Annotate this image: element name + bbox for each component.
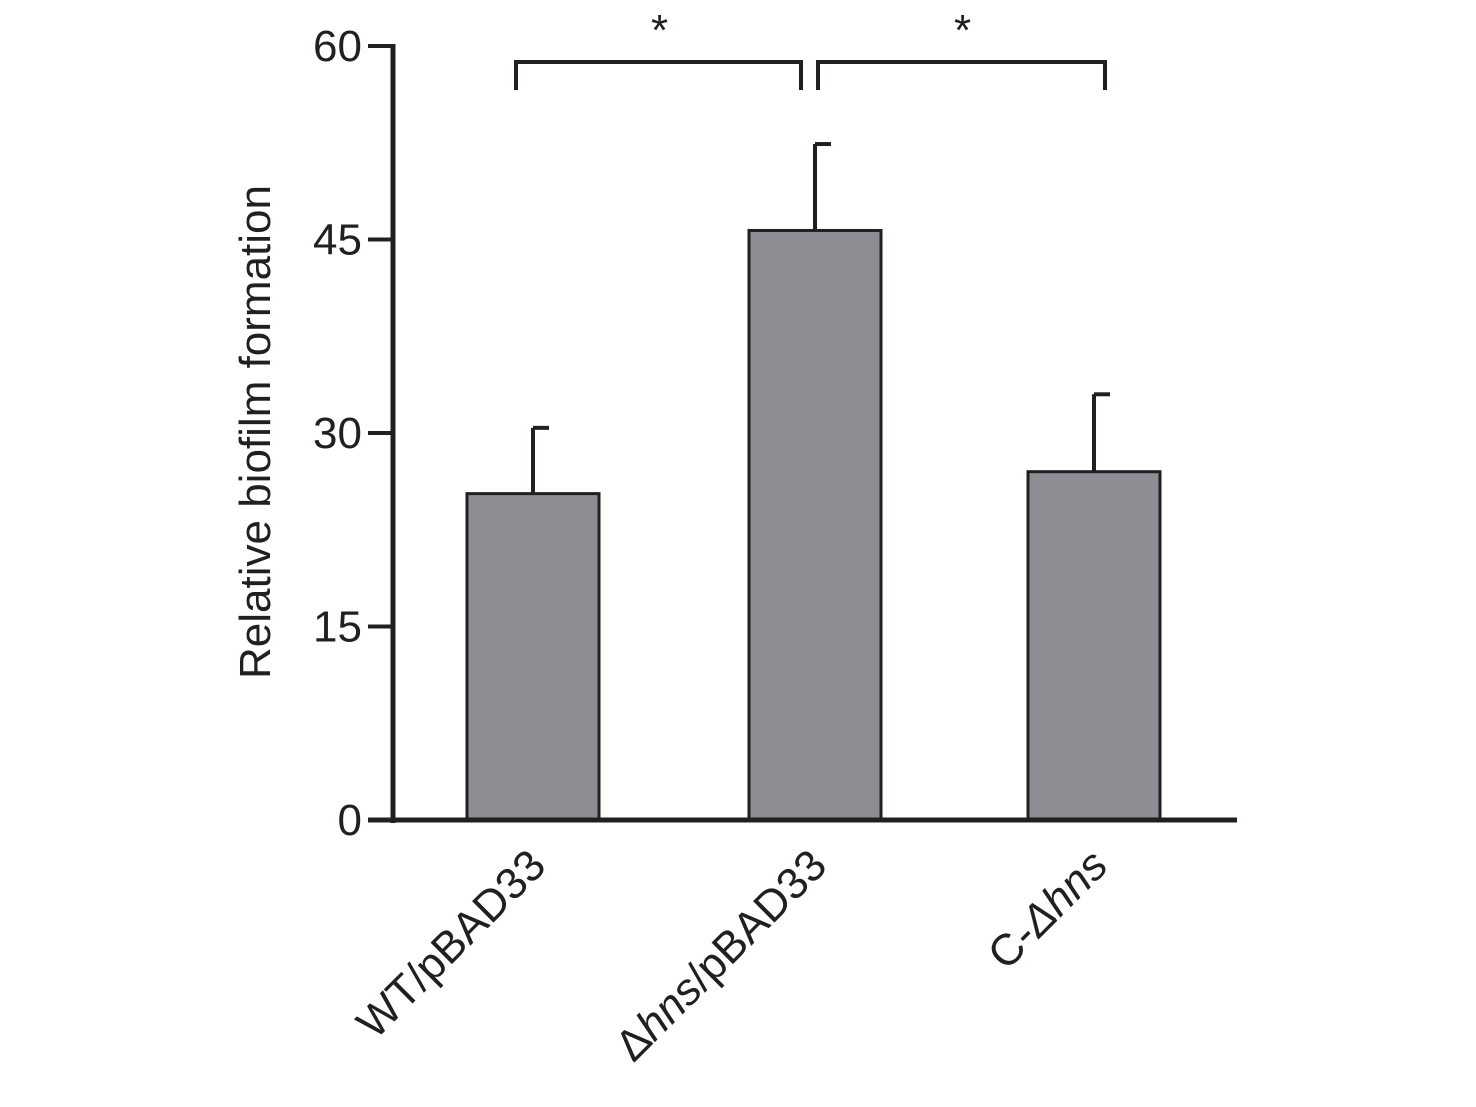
- bar-3: [1026, 470, 1162, 822]
- y-tick-label-60: 60: [313, 22, 362, 71]
- x-category-label-1: WT/pBAD33: [348, 840, 556, 1048]
- y-tick-label-30: 30: [313, 409, 362, 458]
- y-axis-title: Relative biofilm formation: [231, 185, 280, 679]
- bar-2: [747, 228, 883, 822]
- significance-bracket-2: *: [816, 6, 1107, 90]
- error-bar-3: [1092, 392, 1110, 472]
- bar-1: [465, 492, 601, 822]
- significance-layer: * *: [514, 6, 1107, 90]
- bars-layer: [465, 228, 1162, 822]
- error-bar-1: [531, 425, 549, 494]
- error-bars-layer: [531, 142, 1110, 494]
- x-labels-layer: WT/pBAD33 Δhns/pBAD33 C-Δhns: [348, 840, 1118, 1070]
- x-category-label-3: C-Δhns: [979, 840, 1118, 979]
- y-tick-label-45: 45: [313, 216, 362, 265]
- x-category-label-2: Δhns/pBAD33: [606, 840, 836, 1070]
- error-bar-2: [813, 142, 831, 231]
- significance-star-1: *: [651, 6, 668, 55]
- y-ticks-layer: 0 15 30 45 60: [313, 22, 393, 845]
- y-tick-label-0: 0: [338, 796, 362, 845]
- y-tick-label-15: 15: [313, 603, 362, 652]
- significance-bracket-1: *: [514, 6, 803, 90]
- significance-star-2: *: [954, 6, 971, 55]
